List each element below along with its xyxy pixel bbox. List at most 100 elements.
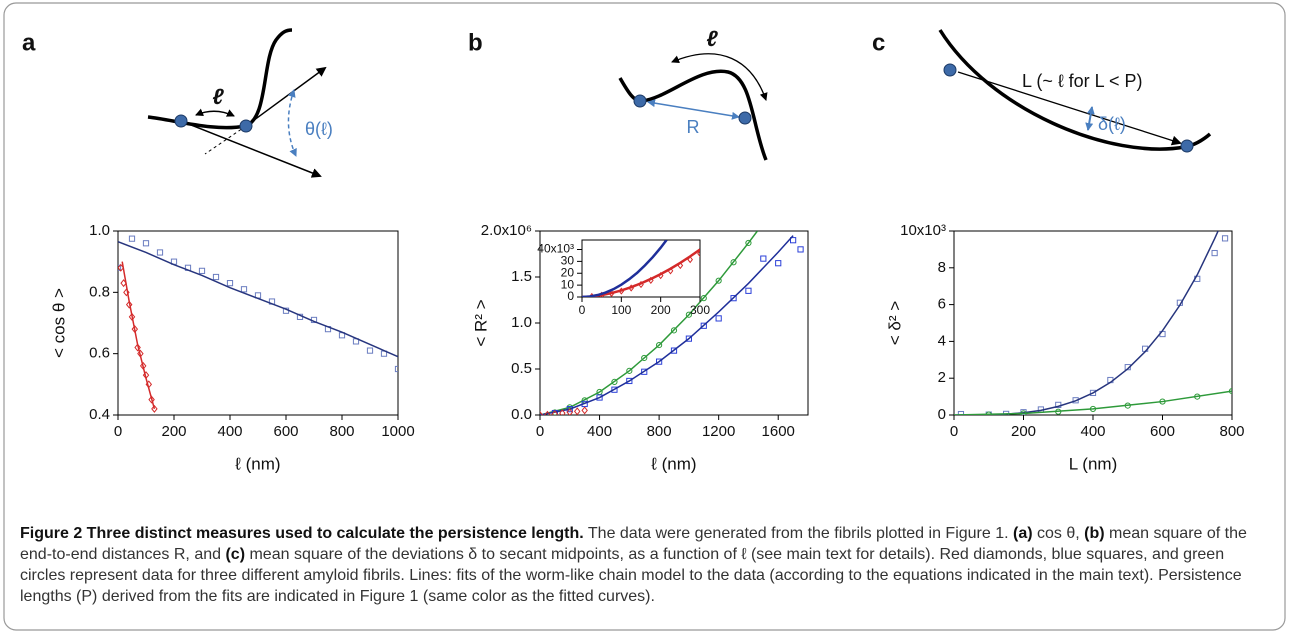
plot-area: [118, 235, 398, 413]
diagram-label: δ(ℓ): [1098, 114, 1126, 134]
x-tick-label: 100: [611, 303, 631, 317]
diagram-a: [147, 28, 327, 178]
x-tick-label: 200: [1011, 423, 1036, 440]
y-tick-label: 0.5: [511, 360, 532, 377]
y-tick-label: 10: [561, 277, 575, 291]
data-point: [715, 277, 722, 284]
data-point: [745, 287, 752, 294]
fit-line: [121, 261, 156, 410]
y-axis-label: < cos θ >: [49, 288, 68, 358]
panel-label: b: [468, 29, 483, 56]
x-tick-label: 800: [647, 423, 672, 440]
data-point: [540, 411, 544, 415]
y-tick-label: 1.0: [511, 314, 532, 331]
panel-label: c: [872, 29, 885, 56]
y-axis-label: < R² >: [471, 299, 490, 346]
x-tick-label: 0: [579, 303, 586, 317]
y-axis-label: < δ² >: [885, 301, 904, 345]
data-point: [134, 343, 141, 352]
caption-text: mean square of the end-to-end distances …: [20, 525, 1247, 563]
data-point: [128, 235, 136, 242]
diagram-label: ℓ: [706, 26, 718, 51]
caption-text: The data were generated from the fibrils…: [583, 525, 1014, 542]
data-point: [544, 410, 551, 415]
data-point: [697, 250, 700, 258]
fit-line: [540, 235, 794, 415]
y-tick-label: 1.5: [511, 268, 532, 285]
x-tick-label: 1000: [381, 423, 414, 440]
data-point: [670, 347, 678, 354]
data-point: [656, 341, 663, 349]
diagram-label: R: [687, 117, 700, 137]
x-tick-label: 400: [1080, 423, 1105, 440]
chart: 0 200 400 600 800 1000 0.4 0.6 0.8 1.0 ℓ (nm) < cos…: [49, 222, 414, 474]
y-tick-label: 0.0: [511, 406, 532, 423]
data-point: [760, 255, 767, 262]
y-tick-label: 0: [938, 406, 946, 423]
caption: Figure 2 Three distinct measures used to…: [20, 523, 1270, 607]
data-point: [790, 237, 797, 244]
data-point: [151, 404, 158, 413]
data-point: [148, 395, 155, 404]
data-point: [641, 368, 648, 375]
y-tick-label: 1.0: [89, 222, 110, 239]
caption-text: (b): [1084, 525, 1105, 542]
data-point: [685, 311, 692, 318]
plot-area: [954, 231, 1232, 415]
y-tick-label: 2.0x10⁶: [481, 222, 532, 239]
data-point: [730, 295, 737, 302]
caption-text: (c): [225, 546, 246, 563]
data-point: [573, 407, 581, 415]
data-point: [118, 264, 122, 271]
diagram-label: ℓ: [212, 84, 224, 109]
plot-area: [540, 231, 804, 415]
y-tick-label: 8: [938, 259, 946, 276]
x-tick-label: 800: [329, 423, 354, 440]
x-tick-label: 1200: [702, 423, 735, 440]
x-tick-label: 400: [587, 423, 612, 440]
fit-line: [540, 231, 758, 415]
data-point: [142, 240, 150, 247]
data-point: [581, 406, 588, 415]
chart: 0 400 800 1200 1600 0.0 0.5 1.0 1.5 2.0x10⁶ ℓ (nm)…: [471, 222, 809, 473]
data-point: [730, 259, 737, 266]
caption-text: Figure 2 Three distinct measures used to…: [20, 525, 584, 542]
panel-label: a: [22, 29, 36, 56]
y-tick-label: 0.6: [89, 345, 110, 362]
data-point: [551, 410, 559, 415]
fit-line: [582, 240, 668, 297]
data-point: [626, 367, 633, 374]
diagram-b: [618, 53, 768, 161]
data-point: [1221, 235, 1229, 242]
data-point: [198, 267, 206, 274]
data-point: [626, 377, 633, 385]
diagram-label: θ(ℓ): [305, 119, 333, 139]
caption-text: mean square of the deviations δ to secan…: [20, 546, 1242, 605]
fit-line: [118, 241, 398, 358]
y-tick-label: 0.4: [89, 406, 110, 423]
data-point: [596, 394, 603, 401]
x-tick-label: 0: [114, 423, 122, 440]
x-tick-label: 600: [1150, 423, 1175, 440]
x-tick-label: 600: [273, 423, 298, 440]
y-tick-label: 2: [938, 369, 946, 386]
data-point: [128, 312, 136, 321]
y-tick-label: 0.8: [89, 283, 110, 300]
y-tick-label: 30: [561, 254, 575, 268]
plot-frame: [117, 230, 399, 416]
caption-text: cos θ,: [1032, 525, 1085, 542]
data-point: [641, 354, 648, 362]
data-point: [745, 239, 752, 247]
data-point: [656, 358, 663, 365]
data-point: [156, 249, 164, 256]
x-tick-label: 200: [161, 423, 186, 440]
data-point: [670, 327, 678, 334]
data-point: [700, 322, 707, 329]
diagram-c: [938, 29, 1212, 153]
x-tick-label: 400: [217, 423, 242, 440]
chart: 0 200 400 600 800 0 2 4 6 8 10x10³ L (nm) < δ² >: [885, 222, 1244, 474]
caption-text: (a): [1013, 525, 1033, 542]
y-tick-label: 6: [938, 296, 946, 313]
data-point: [125, 300, 133, 309]
